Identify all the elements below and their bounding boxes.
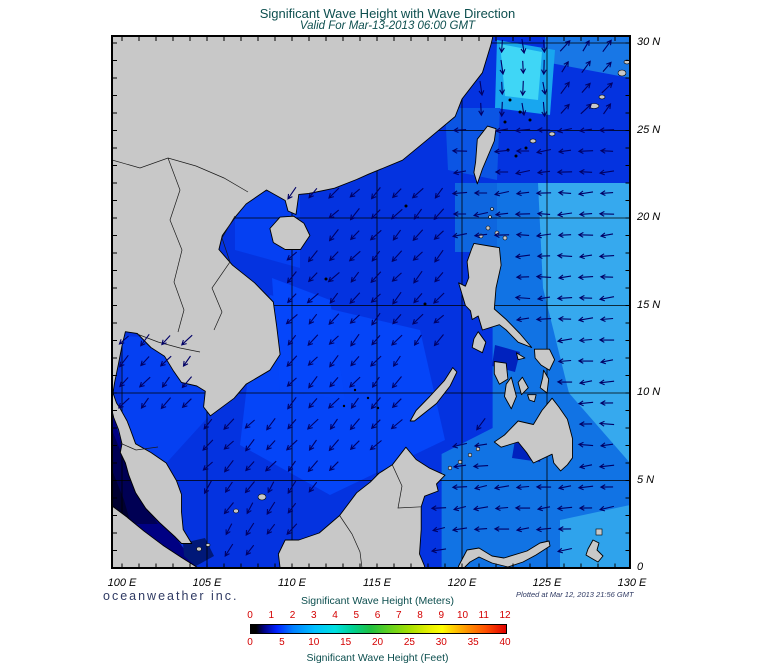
- country-borders: [112, 157, 422, 568]
- land-negros: [504, 376, 517, 410]
- land-mainland-asia: [112, 36, 494, 544]
- degree-ticks: [112, 36, 630, 569]
- plotted-timestamp: Plotted at Mar 12, 2013 21:56 GMT: [516, 590, 634, 599]
- feet-tick: 15: [340, 637, 352, 648]
- lon-label: 130 E: [617, 577, 647, 589]
- land-luzon: [458, 242, 533, 348]
- ocean-ne-corner: [545, 36, 630, 78]
- lon-label: 125 E: [532, 577, 562, 589]
- feet-tick: 30: [435, 637, 447, 648]
- meters-tick: 3: [310, 610, 317, 621]
- land-sumatra: [112, 505, 198, 568]
- land-bohol: [527, 394, 537, 403]
- feet-tick: 25: [403, 637, 415, 648]
- meters-tick: 2: [289, 610, 296, 621]
- land-halmahera: [585, 539, 604, 563]
- land-sulawesi: [458, 540, 551, 568]
- lat-label: 30 N: [637, 36, 661, 48]
- lon-label: 100 E: [107, 577, 137, 589]
- oceanweather-logo-text: oceanweather inc.: [103, 589, 239, 603]
- feet-tick: 0: [247, 637, 253, 648]
- meters-tick: 7: [395, 610, 402, 621]
- lon-label: 120 E: [447, 577, 477, 589]
- meters-tick: 10: [456, 610, 469, 621]
- meters-tick: 9: [438, 610, 445, 621]
- feet-tick: 40: [499, 637, 511, 648]
- meters-tick: 5: [353, 610, 360, 621]
- meters-tick: 6: [374, 610, 381, 621]
- colorbar-meters-label: Significant Wave Height (Meters): [300, 595, 455, 607]
- ocean-vietnam-band: [272, 278, 345, 400]
- lat-label: 25 N: [637, 123, 661, 136]
- lon-label: 115 E: [363, 577, 391, 589]
- colorbar-feet-label: Significant Wave Height (Feet): [306, 652, 449, 664]
- meters-tick: 11: [478, 610, 489, 621]
- land-mindoro: [471, 331, 487, 354]
- lat-label: 5 N: [637, 473, 655, 486]
- lat-label: 15 N: [637, 298, 661, 311]
- lon-label: 110 E: [278, 577, 306, 589]
- ocean-molucca: [560, 505, 630, 568]
- meters-tick: 1: [268, 610, 275, 621]
- colorbar-gradient: [250, 624, 507, 634]
- land-panay: [493, 361, 509, 385]
- feet-tick: 35: [467, 637, 479, 648]
- ocean-taiwan-strait: [445, 108, 500, 180]
- land-samar: [533, 348, 556, 371]
- feet-tick: 10: [308, 637, 320, 648]
- wave-direction-arrows: [117, 38, 615, 557]
- map-area: [112, 36, 630, 568]
- map-frame: [111, 35, 631, 569]
- small-islands: [196, 59, 630, 552]
- land-borneo: [277, 446, 446, 568]
- meters-tick: 8: [417, 610, 423, 621]
- lon-label: 105 E: [192, 577, 222, 589]
- land-mindanao: [493, 397, 573, 472]
- land-masbate: [515, 352, 526, 361]
- meters-tick: 0: [247, 610, 253, 621]
- meters-tick: 4: [332, 610, 338, 621]
- land-hainan: [269, 215, 311, 250]
- meters-tick: 12: [499, 610, 511, 621]
- page-title: Significant Wave Height with Wave Direct…: [259, 6, 516, 21]
- feet-tick: 20: [371, 637, 384, 648]
- ocean-china-coast-cyan: [500, 44, 542, 100]
- lat-label: 10 N: [637, 386, 661, 398]
- land-palawan: [409, 367, 458, 422]
- land-leyte: [539, 369, 550, 394]
- feet-tick: 5: [279, 637, 285, 648]
- land-cebu: [517, 376, 529, 396]
- land-morotai: [595, 528, 603, 536]
- landmasses: [112, 36, 630, 568]
- valid-time-subtitle: Valid For Mar-13-2013 06:00 GMT: [299, 20, 476, 32]
- land-taiwan: [473, 125, 497, 185]
- lat-label: 20 N: [637, 211, 661, 223]
- lat-label: 0: [637, 561, 644, 573]
